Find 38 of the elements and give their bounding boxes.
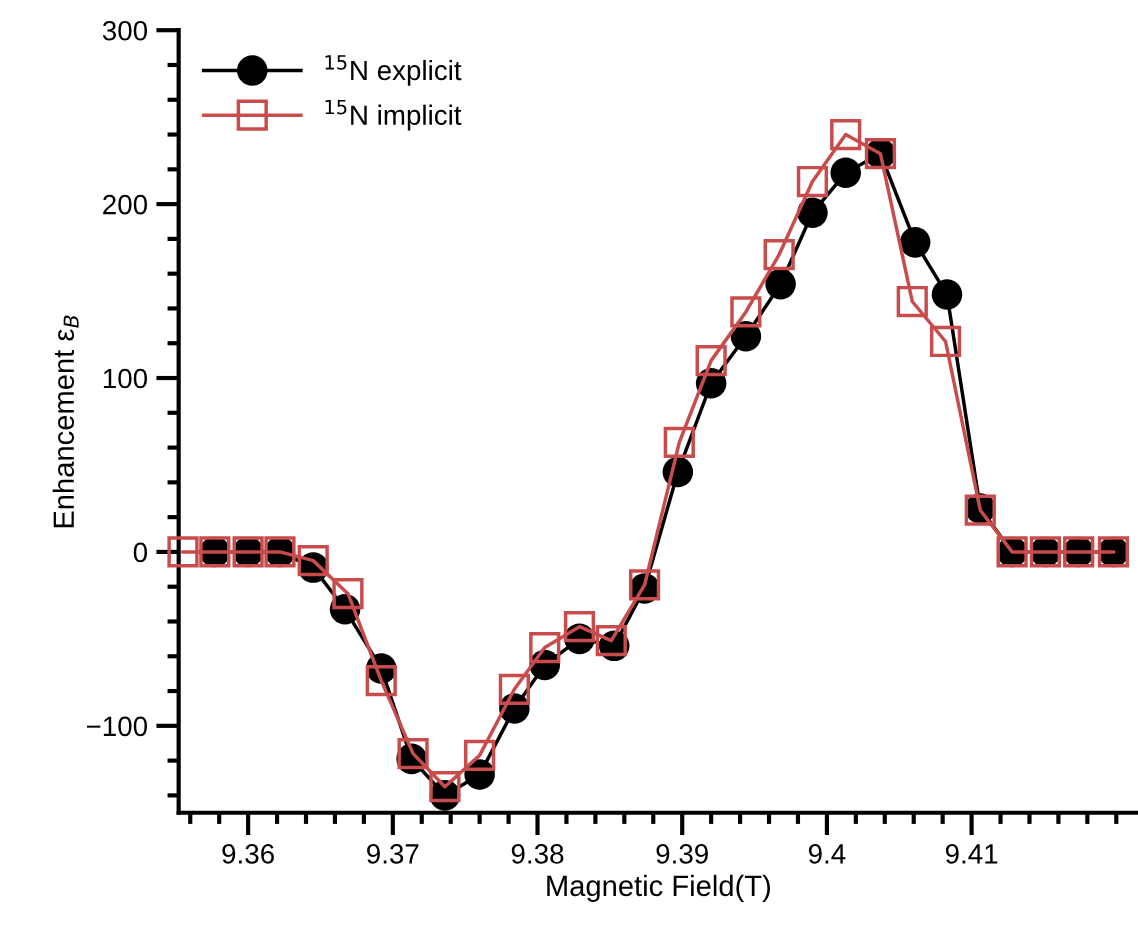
point [529,631,561,664]
point [365,664,397,697]
point [730,296,762,328]
x-tick-label: 9.37 [367,844,419,864]
point [929,325,962,358]
y-tick-label: 300 [102,20,148,41]
x-tick-label: 9.4 [808,844,846,864]
x-tick-label: 9.36 [222,844,274,864]
point [297,544,329,577]
x-tick-label: 9.38 [511,844,564,864]
point [830,157,861,189]
point [595,624,627,657]
y-axis-title: Enhancement ε$_{B}$ [52,315,79,528]
point [899,227,931,258]
point [498,673,530,705]
point [896,285,928,318]
point [830,118,862,151]
y-tick-label: 100 [103,368,148,389]
point [464,739,496,772]
point [695,345,727,377]
point [797,197,828,229]
x-axis-title: Magnetic Field(T) [547,874,770,902]
y-tick-label: −100 [86,716,148,737]
legend-label: $^{15}$N explicit [325,55,462,86]
point [765,268,796,300]
point [663,426,695,458]
legend-label: $^{15}$N implicit [325,99,462,131]
point [763,238,795,271]
point [332,578,364,610]
x-tick-label: 9.41 [945,844,998,864]
point [931,279,963,310]
y-tick-label: 200 [103,194,148,215]
point [563,611,596,643]
point [167,536,199,568]
point [796,165,829,198]
y-tick-label: 0 [133,542,148,563]
point [429,771,461,803]
x-tick-label: 9.39 [656,844,708,864]
